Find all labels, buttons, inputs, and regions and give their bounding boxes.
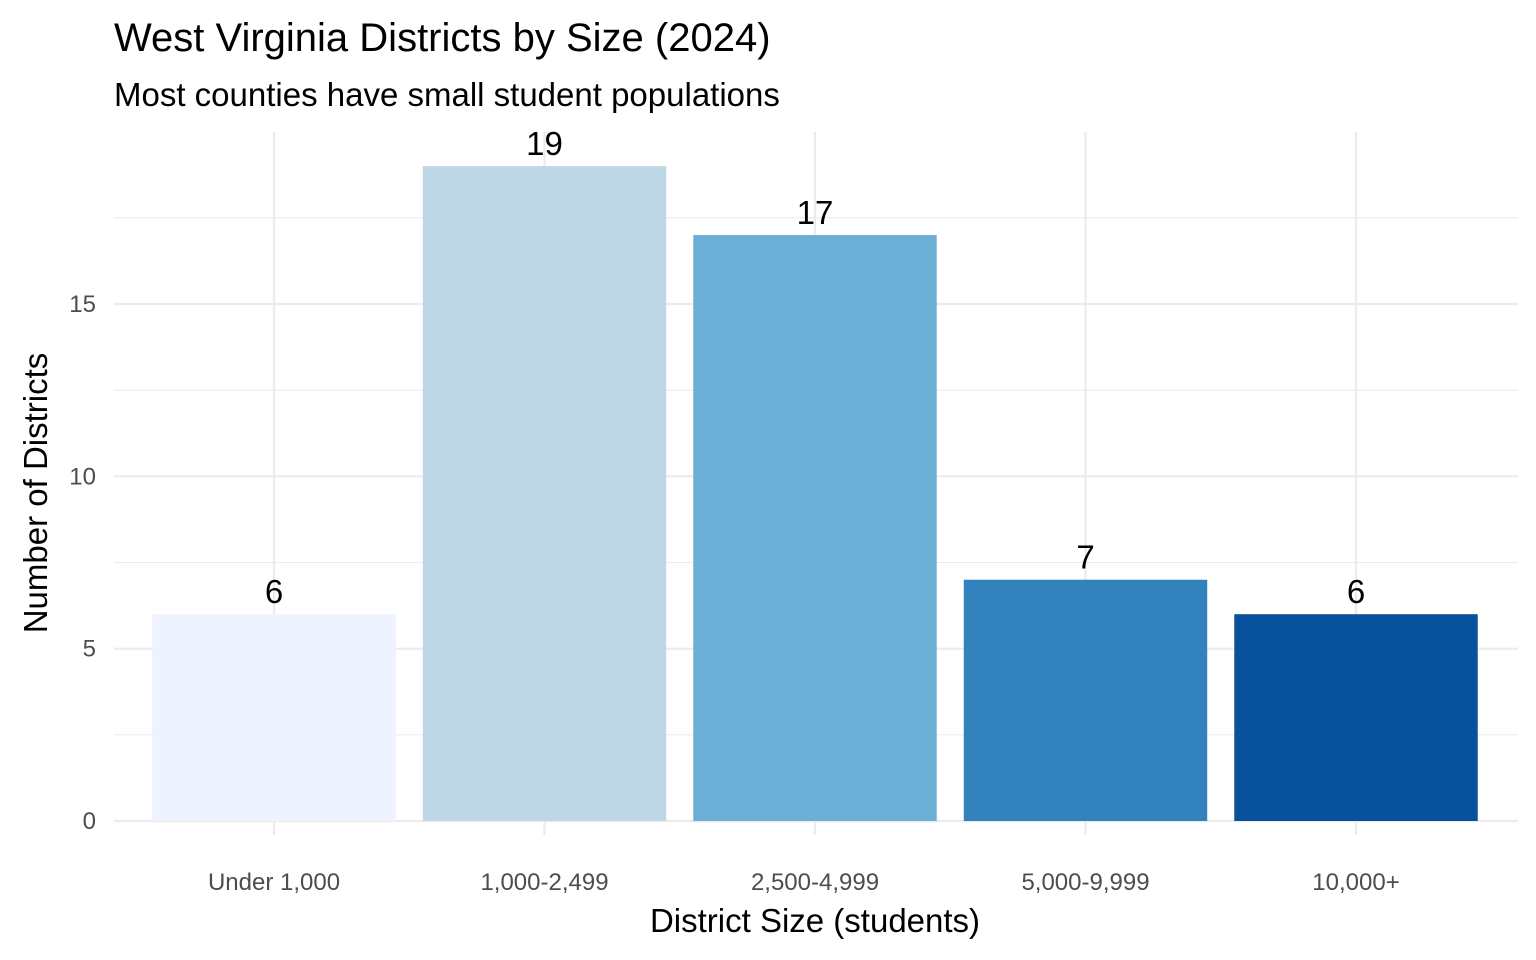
bar-value-label: 6 [265, 573, 283, 610]
bar [693, 235, 937, 822]
bar [422, 166, 667, 822]
bar-value-label: 19 [526, 125, 563, 162]
bar [1234, 614, 1478, 821]
bars [152, 166, 1478, 822]
x-tick-label: 10,000+ [1312, 869, 1399, 896]
x-tick-label: 1,000-2,499 [480, 869, 608, 896]
y-axis-ticks: 0 5 10 15 [69, 291, 96, 835]
y-axis-title: Number of Districts [17, 353, 54, 634]
y-tick-label: 10 [69, 463, 96, 490]
data-labels: 6 19 17 7 6 [265, 125, 1365, 610]
x-tick-label: Under 1,000 [208, 869, 340, 896]
x-tick-label: 5,000-9,999 [1021, 869, 1149, 896]
y-tick-label: 0 [83, 808, 96, 835]
x-axis-ticks: Under 1,000 1,000-2,499 2,500-4,999 5,000-9… [208, 869, 1400, 896]
x-axis-title: District Size (students) [650, 902, 980, 939]
bar-value-label: 7 [1076, 539, 1094, 576]
y-tick-label: 15 [69, 291, 96, 318]
bar [152, 614, 396, 821]
chart-title: West Virginia Districts by Size (2024) [114, 16, 771, 60]
bar-value-label: 17 [797, 194, 834, 231]
chart-subtitle: Most counties have small student populat… [114, 76, 780, 113]
x-tick-label: 2,500-4,999 [751, 869, 879, 896]
y-tick-label: 5 [83, 636, 96, 663]
bar-value-label: 6 [1347, 573, 1365, 610]
bar [963, 579, 1208, 821]
